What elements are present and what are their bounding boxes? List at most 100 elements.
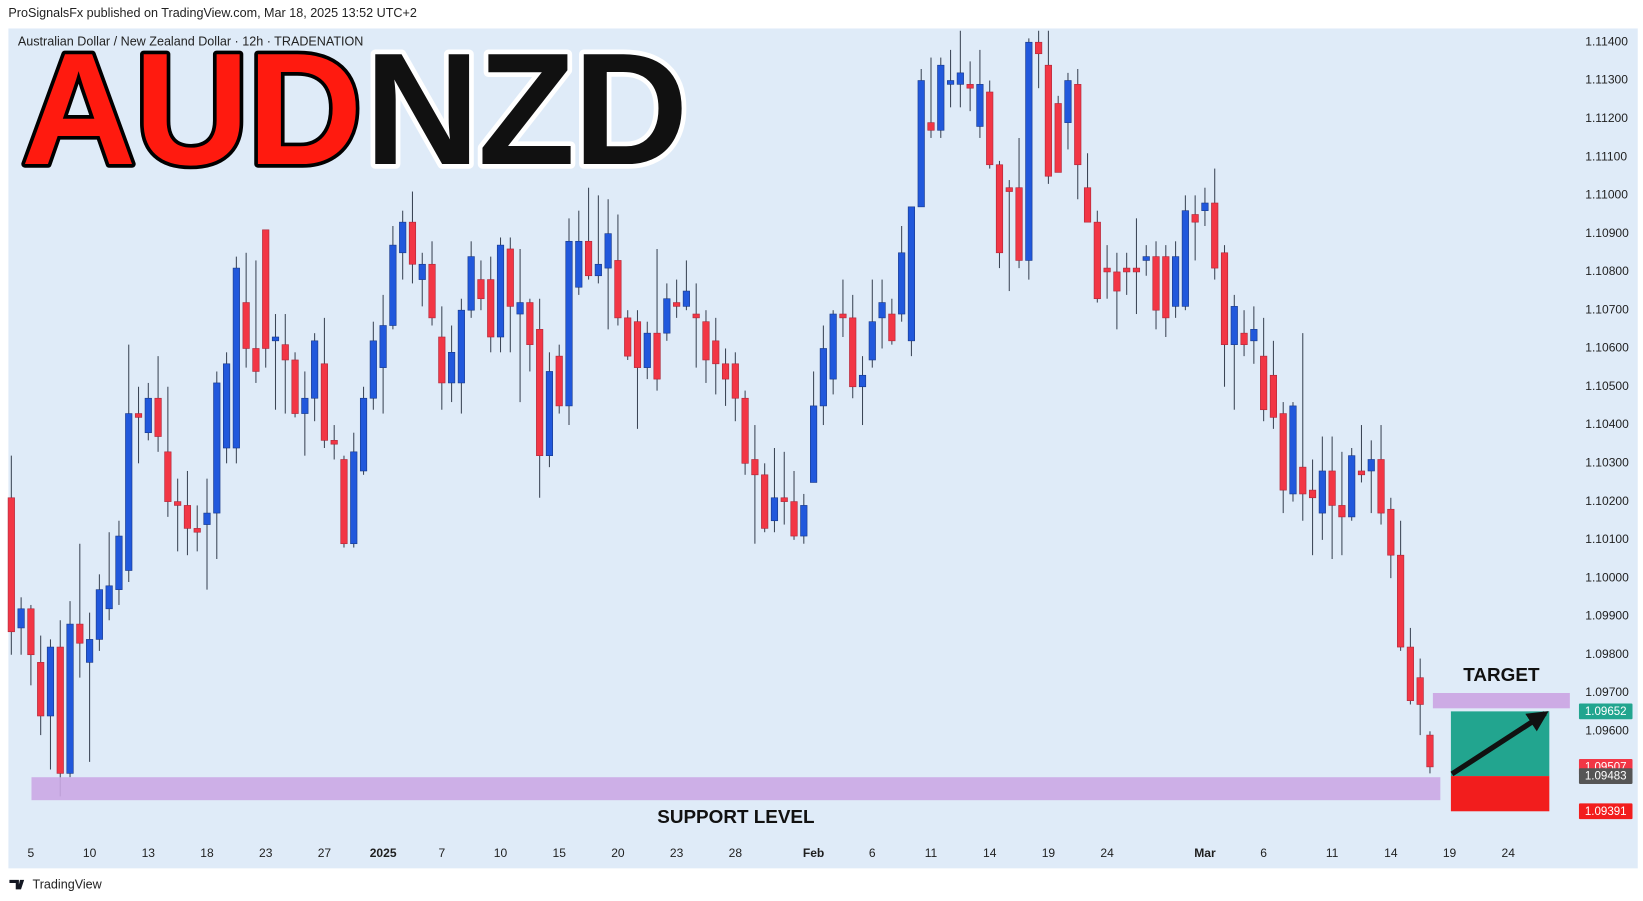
candle-body: [731, 363, 739, 399]
candle-body: [1328, 470, 1336, 506]
y-tick-label: 1.10300: [1585, 456, 1629, 470]
candle-body: [956, 72, 964, 85]
x-tick-label: Mar: [1194, 846, 1216, 860]
candle-body: [17, 608, 25, 629]
candle-body: [1357, 470, 1366, 476]
x-tick-label: 14: [1384, 846, 1398, 860]
x-tick-label: 20: [611, 846, 625, 860]
footer-logo: TradingView: [9, 877, 103, 891]
x-tick-label: 24: [1502, 846, 1516, 860]
candle-body: [927, 122, 935, 131]
candle-body: [751, 459, 759, 476]
candle-body: [878, 302, 886, 319]
candle-body: [379, 325, 387, 368]
x-tick-label: 18: [200, 846, 214, 860]
trend-arrow: [1450, 711, 1549, 777]
candle-body: [1299, 466, 1307, 495]
candle-body: [1250, 329, 1258, 342]
candle-body: [868, 321, 876, 361]
y-tick-label: 1.10700: [1585, 302, 1629, 316]
candle-body: [1015, 187, 1023, 261]
plot: [7, 30, 1434, 797]
candle-body: [56, 646, 64, 774]
candle-body: [555, 355, 563, 407]
candle-body: [262, 229, 270, 349]
x-tick-label: 14: [983, 846, 997, 860]
candle-body: [1308, 489, 1317, 499]
candle-body: [350, 451, 358, 545]
title-nzd-glow: NZD: [365, 20, 687, 198]
x-tick-label: 2025: [370, 846, 397, 860]
candle-body: [800, 505, 808, 537]
y-tick-label: 1.11100: [1585, 149, 1627, 163]
stop-price-label-bg: [1578, 803, 1633, 820]
candle-body: [819, 348, 827, 407]
candle-body: [1377, 459, 1385, 514]
candle-body: [721, 363, 730, 380]
candle-body: [232, 267, 240, 449]
x-tick-label: 27: [318, 846, 332, 860]
candle-body: [7, 497, 15, 633]
candle-body: [653, 332, 661, 380]
candle-body: [663, 298, 671, 334]
candle-body: [1093, 221, 1101, 300]
candle-body: [46, 646, 55, 717]
candle-body: [1416, 677, 1424, 705]
candle-body: [536, 329, 544, 456]
candle-body: [125, 413, 133, 571]
y-tick-label: 1.10000: [1585, 570, 1629, 584]
publisher-line: ProSignalsFx published on TradingView.co…: [8, 6, 416, 20]
candle-body: [1230, 306, 1238, 345]
candle-body: [193, 528, 201, 533]
support-zone: [31, 777, 1441, 801]
candle-body: [1074, 84, 1082, 166]
candle-body: [1279, 413, 1287, 491]
candle-body: [242, 302, 250, 349]
big-title: AUD NZD: [17, 15, 693, 202]
candle-body: [1338, 505, 1346, 518]
title-aud: AUD: [21, 20, 360, 198]
candle-body: [76, 623, 84, 644]
candle-body: [946, 80, 955, 85]
candle-body: [448, 351, 456, 384]
candle-body: [1426, 734, 1434, 768]
x-tick-label: 23: [259, 846, 273, 860]
candle-body: [1181, 210, 1189, 307]
candle-body: [1260, 355, 1268, 411]
y-tick-label: 1.10500: [1585, 379, 1629, 393]
candle-body: [1318, 470, 1326, 514]
symbol-line: Australian Dollar / New Zealand Dollar ·…: [18, 34, 364, 48]
candle-body: [301, 397, 309, 414]
x-tick-label: 5: [28, 846, 35, 860]
x-tick-label: 28: [729, 846, 743, 860]
candle-body: [780, 497, 788, 502]
candle-body: [633, 321, 642, 368]
y-tick-label: 1.10200: [1585, 494, 1629, 508]
axes: 1.11400 1.11300 1.11200 1.11100 1.11000 1.109…: [28, 34, 1633, 860]
candle-body: [1289, 405, 1297, 495]
candle-body: [271, 336, 280, 342]
x-tick-label: 7: [438, 846, 445, 860]
candle-body: [1406, 646, 1414, 701]
candle-body: [330, 440, 338, 445]
candle-body: [438, 336, 446, 384]
y-tick-label: 1.11300: [1585, 73, 1628, 87]
candle-body: [1103, 267, 1111, 273]
y-tick-label: 1.10600: [1585, 341, 1629, 355]
candle-body: [624, 317, 632, 357]
candle-body: [320, 363, 328, 441]
candle-body: [761, 474, 769, 529]
x-tick-label: 19: [1443, 846, 1457, 860]
candle-body: [506, 248, 514, 307]
candle-body: [389, 244, 397, 326]
candle-body: [164, 451, 172, 502]
candle-body: [995, 164, 1004, 254]
y-tick-label: 1.09800: [1585, 647, 1629, 661]
candle-body: [1240, 332, 1248, 345]
candle-body: [144, 397, 152, 434]
candle-body: [1191, 214, 1199, 223]
candle-body: [682, 290, 690, 307]
candle-body: [340, 459, 348, 545]
y-tick-label: 1.10800: [1585, 264, 1629, 278]
